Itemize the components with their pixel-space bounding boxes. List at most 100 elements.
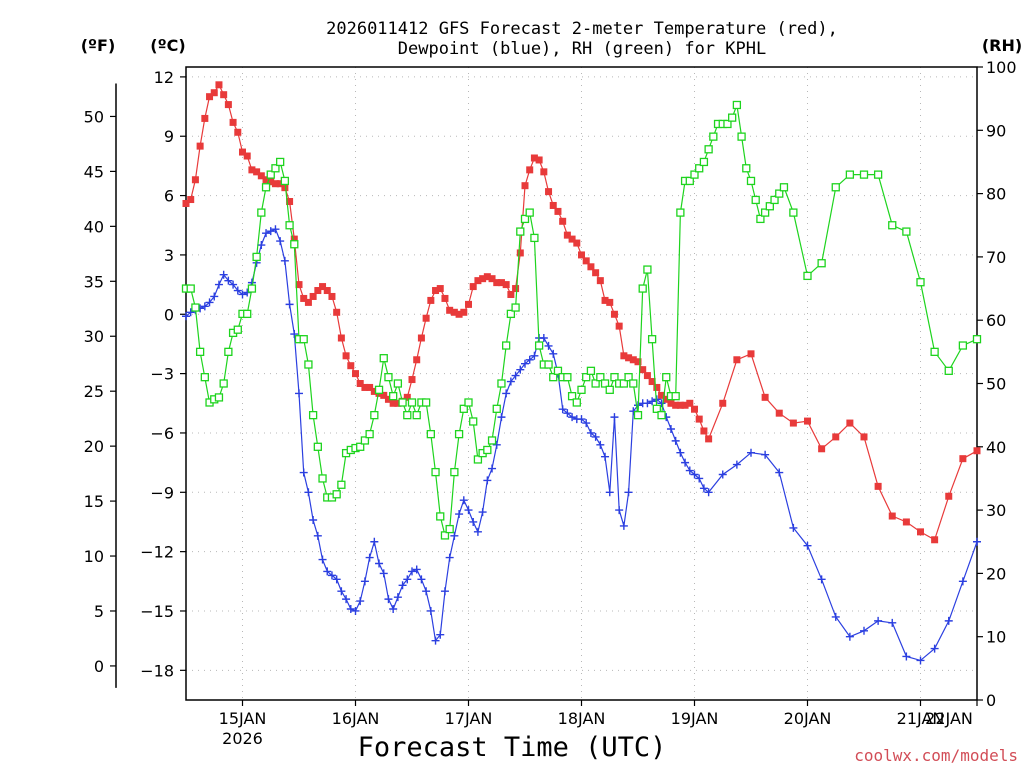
data-point — [568, 413, 577, 422]
data-point — [252, 252, 261, 262]
data-point — [421, 398, 431, 407]
data-point — [699, 157, 709, 167]
data-point — [191, 176, 199, 184]
data-point — [746, 176, 756, 186]
data-point — [427, 296, 435, 304]
data-point — [261, 183, 271, 192]
data-point — [676, 401, 684, 409]
data-point — [346, 605, 355, 614]
data-point — [327, 571, 336, 580]
celsius-tick-label: −15 — [140, 602, 174, 621]
data-point — [634, 358, 642, 366]
data-point — [295, 281, 303, 289]
data-point — [299, 468, 308, 477]
data-point — [775, 468, 784, 477]
data-point — [502, 341, 511, 350]
data-point — [455, 510, 464, 519]
axes — [110, 66, 983, 706]
data-point — [686, 399, 694, 407]
data-point — [483, 273, 491, 281]
data-point — [398, 398, 407, 407]
x-tick-year-label: 2026 — [222, 729, 263, 748]
data-point — [403, 393, 411, 401]
data-point — [572, 398, 581, 407]
rh-tick-label: 40 — [986, 438, 1006, 457]
data-point — [323, 287, 331, 295]
data-point — [276, 157, 285, 167]
data-point — [657, 399, 666, 408]
data-point — [804, 417, 811, 425]
x-tick-label: 20JAN — [784, 709, 832, 728]
data-point — [789, 523, 798, 532]
data-point — [262, 229, 271, 238]
data-point — [874, 482, 882, 490]
data-point — [455, 310, 463, 318]
data-point — [620, 352, 628, 360]
data-point — [186, 284, 195, 293]
data-point — [606, 298, 614, 306]
rh-unit-label: (RH) — [982, 36, 1022, 55]
data-point — [747, 350, 755, 358]
data-point — [337, 480, 346, 489]
data-point — [657, 410, 666, 420]
data-point — [625, 354, 633, 362]
data-point — [507, 290, 515, 298]
data-point — [356, 442, 365, 451]
celsius-tick-label: 6 — [164, 187, 174, 206]
data-point — [380, 391, 388, 399]
data-point — [525, 355, 534, 364]
data-point — [676, 448, 685, 457]
data-point — [972, 335, 982, 344]
data-point — [229, 118, 237, 126]
data-point — [944, 616, 953, 625]
data-point — [247, 284, 257, 293]
data-point — [553, 366, 563, 375]
data-point — [464, 506, 473, 515]
site-credit: coolwx.com/models — [854, 746, 1018, 765]
data-point — [356, 597, 365, 606]
data-point — [789, 419, 797, 427]
rh-tick-label: 0 — [986, 691, 996, 710]
plot-frame — [185, 66, 978, 701]
data-point — [930, 644, 939, 653]
data-point — [512, 285, 520, 293]
data-point — [239, 148, 246, 156]
data-point — [691, 405, 698, 413]
data-point — [384, 373, 393, 382]
data-point — [596, 440, 605, 449]
data-point — [384, 395, 392, 403]
data-point — [845, 170, 855, 179]
data-point — [958, 341, 968, 350]
data-point — [577, 385, 586, 394]
data-series — [181, 81, 982, 665]
data-point — [695, 474, 704, 483]
data-point — [366, 383, 374, 391]
x-axis-title: Forecast Time (UTC) — [358, 732, 667, 763]
data-point — [563, 231, 571, 239]
data-point — [436, 512, 445, 521]
celsius-tick-label: −3 — [150, 365, 174, 384]
data-point — [685, 176, 694, 186]
data-point — [257, 241, 266, 250]
data-point — [224, 101, 232, 109]
data-point — [286, 198, 294, 206]
data-point — [516, 249, 524, 257]
data-point — [393, 593, 402, 602]
rh-tick-label: 10 — [986, 628, 1006, 647]
data-point — [200, 302, 209, 311]
data-point — [704, 488, 713, 497]
data-point — [873, 170, 883, 179]
data-point — [440, 531, 450, 540]
data-point — [695, 164, 704, 173]
data-point — [624, 488, 633, 497]
data-point — [704, 145, 713, 154]
data-point — [365, 429, 374, 439]
data-point — [902, 518, 910, 526]
data-point — [332, 575, 341, 584]
data-point — [817, 259, 826, 268]
data-point — [266, 227, 275, 236]
data-point — [492, 440, 501, 449]
data-point — [931, 536, 939, 544]
data-point — [718, 470, 727, 479]
